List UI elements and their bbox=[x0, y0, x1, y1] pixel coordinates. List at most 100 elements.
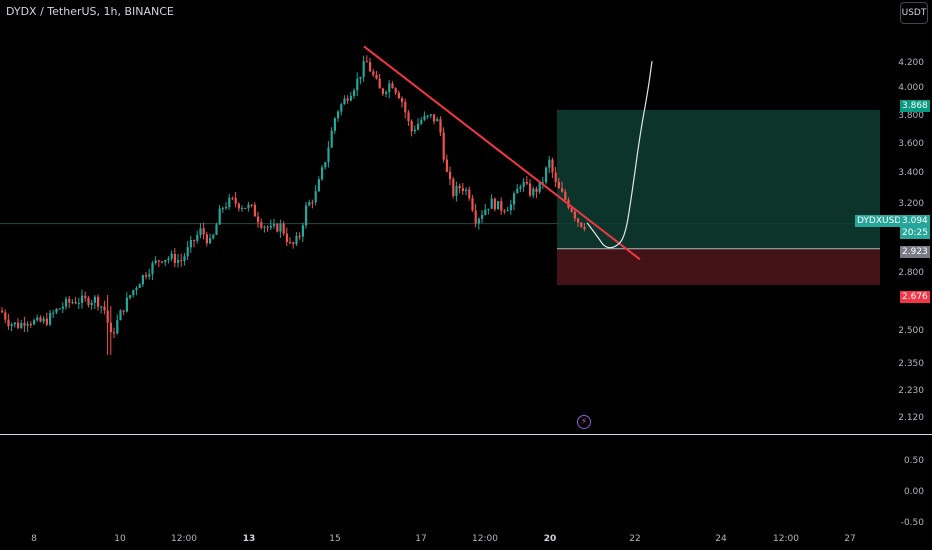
candle-body bbox=[84, 295, 87, 299]
last-price-label: 3.094 bbox=[900, 215, 930, 227]
candle-body bbox=[49, 313, 52, 325]
candle-body bbox=[7, 319, 10, 327]
candle-body bbox=[324, 162, 327, 168]
candle-body bbox=[481, 214, 484, 219]
candle-body bbox=[295, 235, 298, 244]
candle-body bbox=[129, 295, 132, 298]
candle-body bbox=[561, 188, 564, 192]
candle-body bbox=[17, 322, 20, 328]
candle-body bbox=[484, 209, 487, 215]
candle-body bbox=[500, 201, 503, 211]
candle-body bbox=[349, 95, 352, 101]
candle-body bbox=[282, 223, 285, 234]
candle-body bbox=[74, 302, 77, 304]
candle-body bbox=[77, 302, 80, 304]
candle-body bbox=[122, 310, 125, 312]
y-tick-label: 2.500 bbox=[898, 326, 924, 336]
x-tick-label: 12:00 bbox=[472, 534, 498, 544]
candle-body bbox=[189, 240, 192, 248]
trendline bbox=[363, 45, 641, 261]
candle-body bbox=[81, 295, 84, 303]
candle-body bbox=[161, 261, 164, 263]
candle-body bbox=[23, 323, 26, 326]
x-tick-label: 20 bbox=[543, 534, 557, 544]
candle-body bbox=[525, 181, 528, 184]
candle-body bbox=[170, 253, 173, 259]
candle-body bbox=[260, 222, 263, 228]
candle-body bbox=[311, 202, 314, 204]
candle-body bbox=[4, 312, 7, 320]
candle-body bbox=[292, 242, 295, 244]
candle-body bbox=[119, 310, 122, 321]
candle-body bbox=[513, 193, 516, 205]
oscillator-tick-label: 0.50 bbox=[903, 456, 924, 466]
candle-body bbox=[445, 159, 448, 172]
candle-body bbox=[490, 198, 493, 209]
candle-body bbox=[279, 223, 282, 232]
candle-body bbox=[212, 234, 215, 239]
candle-body bbox=[10, 324, 13, 327]
candle-body bbox=[529, 183, 532, 196]
candle-body bbox=[452, 179, 455, 196]
candle-body bbox=[378, 78, 381, 89]
candle-body bbox=[202, 228, 205, 235]
candle-body bbox=[234, 197, 237, 204]
x-tick-label: 12:00 bbox=[171, 534, 197, 544]
candle-body bbox=[365, 61, 368, 63]
candle-body bbox=[103, 306, 106, 311]
candle-body bbox=[113, 332, 116, 334]
oscillator-tick-label: -0.50 bbox=[900, 518, 924, 528]
y-tick-label: 4.200 bbox=[898, 58, 924, 68]
candle-body bbox=[225, 207, 228, 209]
candle-body bbox=[429, 114, 432, 116]
candle-body bbox=[289, 241, 292, 243]
x-tick-label: 22 bbox=[629, 534, 641, 544]
candle-body bbox=[436, 119, 439, 122]
candle-body bbox=[564, 191, 567, 200]
candle-body bbox=[372, 71, 375, 75]
x-tick-label: 13 bbox=[242, 534, 256, 544]
candle-body bbox=[276, 224, 279, 232]
candle-body bbox=[241, 207, 244, 209]
candle-body bbox=[263, 226, 266, 228]
candle-body bbox=[394, 88, 397, 93]
event-icon[interactable]: ⚡ bbox=[577, 415, 591, 429]
candle-body bbox=[557, 181, 560, 189]
candle-body bbox=[42, 318, 45, 322]
candle-body bbox=[471, 198, 474, 211]
candle-body bbox=[93, 296, 96, 303]
candle-body bbox=[167, 258, 170, 260]
candle-body bbox=[29, 324, 32, 326]
candle-body bbox=[55, 308, 58, 313]
x-tick-label: 17 bbox=[415, 534, 427, 544]
candle-body bbox=[503, 210, 506, 212]
candle-body bbox=[253, 204, 256, 217]
x-tick-label: 24 bbox=[715, 534, 727, 544]
candle-body bbox=[497, 201, 500, 210]
oscillator-tick-label: 0.00 bbox=[903, 487, 924, 497]
candle-body bbox=[308, 202, 311, 206]
candle-body bbox=[250, 204, 253, 206]
currency-button[interactable]: USDT bbox=[900, 2, 928, 24]
candle-body bbox=[449, 171, 452, 180]
candle-body bbox=[269, 225, 272, 228]
candle-body bbox=[148, 273, 151, 277]
candle-body bbox=[65, 298, 68, 307]
candle-body bbox=[397, 92, 400, 99]
candle-body bbox=[138, 284, 141, 289]
candle-body bbox=[391, 83, 394, 89]
countdown-label: 20:25 bbox=[900, 227, 930, 239]
candle-body bbox=[173, 253, 176, 263]
candle-body bbox=[340, 104, 343, 112]
candle-body bbox=[381, 88, 384, 94]
candle-body bbox=[426, 115, 429, 117]
candle-body bbox=[305, 205, 308, 226]
candle-body bbox=[506, 210, 509, 212]
candle-body bbox=[180, 260, 183, 262]
candle-body bbox=[413, 129, 416, 132]
candle-body bbox=[519, 186, 522, 189]
candle-body bbox=[314, 191, 317, 203]
pane-divider[interactable] bbox=[0, 434, 932, 435]
candle-body bbox=[71, 302, 74, 304]
